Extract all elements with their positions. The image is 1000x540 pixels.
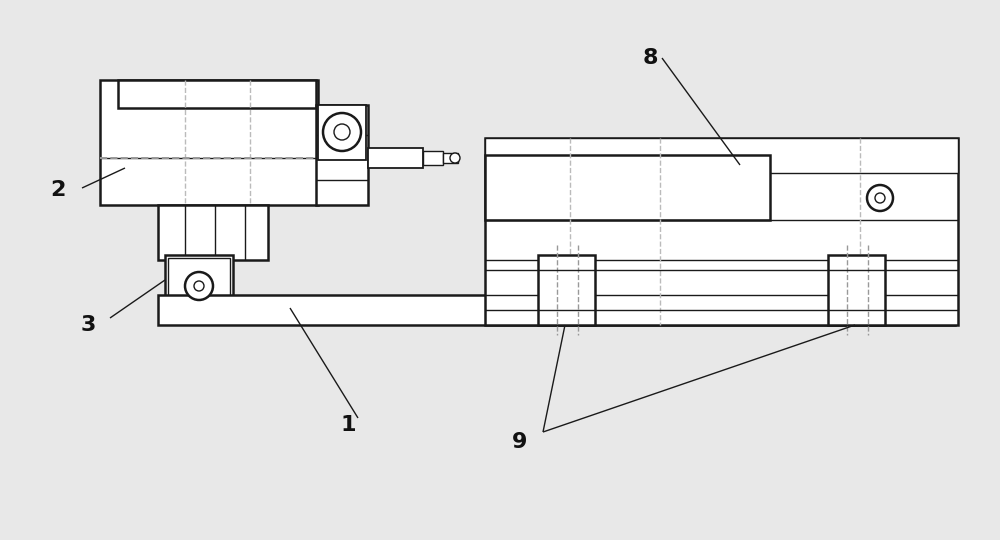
Text: 2: 2 (50, 180, 66, 200)
Text: 3: 3 (80, 315, 96, 335)
Circle shape (450, 153, 460, 163)
Circle shape (185, 272, 213, 300)
Circle shape (334, 124, 350, 140)
Circle shape (867, 185, 893, 211)
Bar (423, 151, 443, 165)
Bar (828, 255, 885, 325)
Circle shape (194, 281, 204, 291)
Bar (318, 105, 366, 160)
Bar (485, 138, 958, 325)
Circle shape (875, 193, 885, 203)
Text: 1: 1 (340, 415, 356, 435)
Bar (316, 105, 368, 205)
Text: 9: 9 (512, 432, 528, 452)
Bar (485, 155, 770, 220)
Bar (538, 255, 595, 325)
Bar (165, 255, 233, 315)
Bar (168, 258, 230, 312)
Circle shape (323, 113, 361, 151)
Text: 8: 8 (642, 48, 658, 68)
Bar (158, 295, 955, 325)
Bar (368, 148, 423, 168)
Bar (158, 205, 268, 260)
Bar (100, 80, 318, 205)
Bar (118, 80, 316, 108)
Bar (485, 138, 958, 173)
Bar (443, 153, 458, 163)
